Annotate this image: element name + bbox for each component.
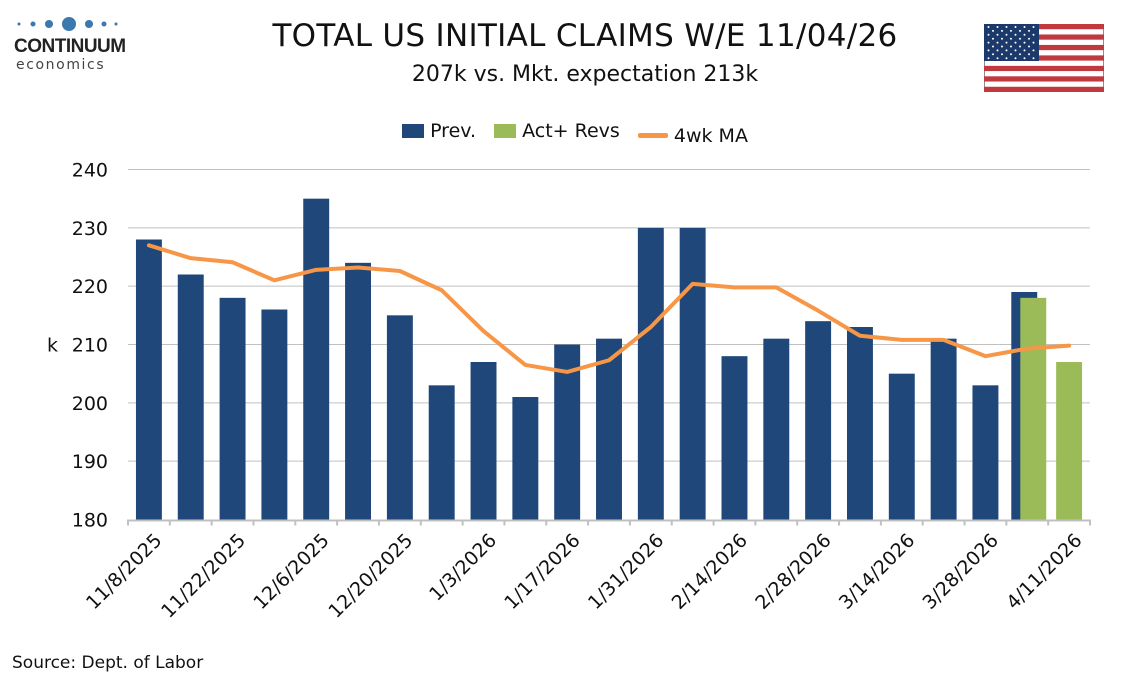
x-tick-label: 4/11/2026	[1002, 529, 1086, 613]
legend-swatch-ma	[637, 133, 668, 138]
y-tick-label: 190	[72, 451, 108, 473]
y-tick-label: 180	[72, 510, 108, 532]
x-tick-label: 2/14/2026	[668, 529, 752, 613]
bar-prev	[177, 274, 204, 520]
logo-sub: economics	[16, 57, 106, 73]
x-tick-label: 11/8/2025	[82, 529, 166, 613]
bar-prev	[637, 227, 664, 520]
us-flag-icon	[984, 24, 1104, 92]
y-axis-label: k	[47, 335, 58, 357]
x-tick-label: 11/22/2025	[157, 529, 250, 622]
bar-prev	[512, 397, 539, 520]
bar-prev	[219, 297, 246, 520]
bar-prev	[972, 385, 999, 520]
source-note: Source: Dept. of Labor	[12, 653, 204, 673]
ma-line	[146, 243, 1072, 374]
bar-prev	[135, 239, 162, 520]
bar-prev	[805, 321, 832, 520]
y-tick-label: 200	[72, 393, 108, 415]
legend-item-act: Act+ Revs	[494, 120, 620, 142]
bar-prev	[763, 338, 790, 520]
x-tick-label: 2/28/2026	[751, 529, 835, 613]
bar-act	[1020, 297, 1047, 520]
legend: Prev. Act+ Revs 4wk MA	[0, 120, 1134, 147]
legend-swatch-act	[494, 124, 517, 138]
x-tick-label: 1/17/2026	[500, 529, 584, 613]
legend-label-ma: 4wk MA	[673, 124, 748, 147]
bar-prev	[428, 385, 455, 520]
x-tick-label: 1/31/2026	[584, 529, 668, 613]
bar-prev	[888, 373, 915, 520]
x-tick-label: 1/3/2026	[425, 529, 501, 605]
y-tick-label: 220	[72, 276, 108, 298]
logo-brand: CONTINUUM	[14, 36, 126, 57]
bar-prev	[721, 356, 748, 520]
y-tick-label: 210	[72, 335, 108, 357]
bar-prev	[470, 362, 497, 520]
bar-prev	[303, 198, 330, 520]
bar-prev	[596, 338, 622, 520]
dots-logo-icon	[17, 17, 118, 31]
legend-label-prev: Prev.	[430, 120, 477, 142]
y-tick-label: 240	[72, 160, 108, 182]
bar-prev	[386, 315, 413, 520]
y-tick-label: 230	[72, 218, 108, 240]
bar-prev	[846, 327, 873, 520]
bar-prev	[930, 338, 957, 520]
legend-swatch-prev	[402, 124, 425, 138]
legend-label-act: Act+ Revs	[522, 120, 620, 142]
legend-item-ma: 4wk MA	[637, 124, 748, 147]
chart-title: TOTAL US INITIAL CLAIMS W/E 11/04/26	[272, 18, 898, 54]
legend-item-prev: Prev.	[402, 120, 476, 142]
x-tick-label: 3/28/2026	[919, 529, 1003, 613]
chart-subtitle: 207k vs. Mkt. expectation 213k	[411, 62, 759, 87]
x-tick-label: 12/20/2025	[324, 529, 417, 622]
logo: CONTINUUM economics	[10, 14, 130, 74]
bar-prev	[679, 227, 706, 520]
x-tick-label: 12/6/2025	[249, 529, 333, 613]
x-tick-label: 3/14/2026	[835, 529, 919, 613]
bar-prev	[261, 309, 288, 520]
bar-act	[1056, 362, 1083, 520]
bar-prev	[345, 262, 372, 520]
